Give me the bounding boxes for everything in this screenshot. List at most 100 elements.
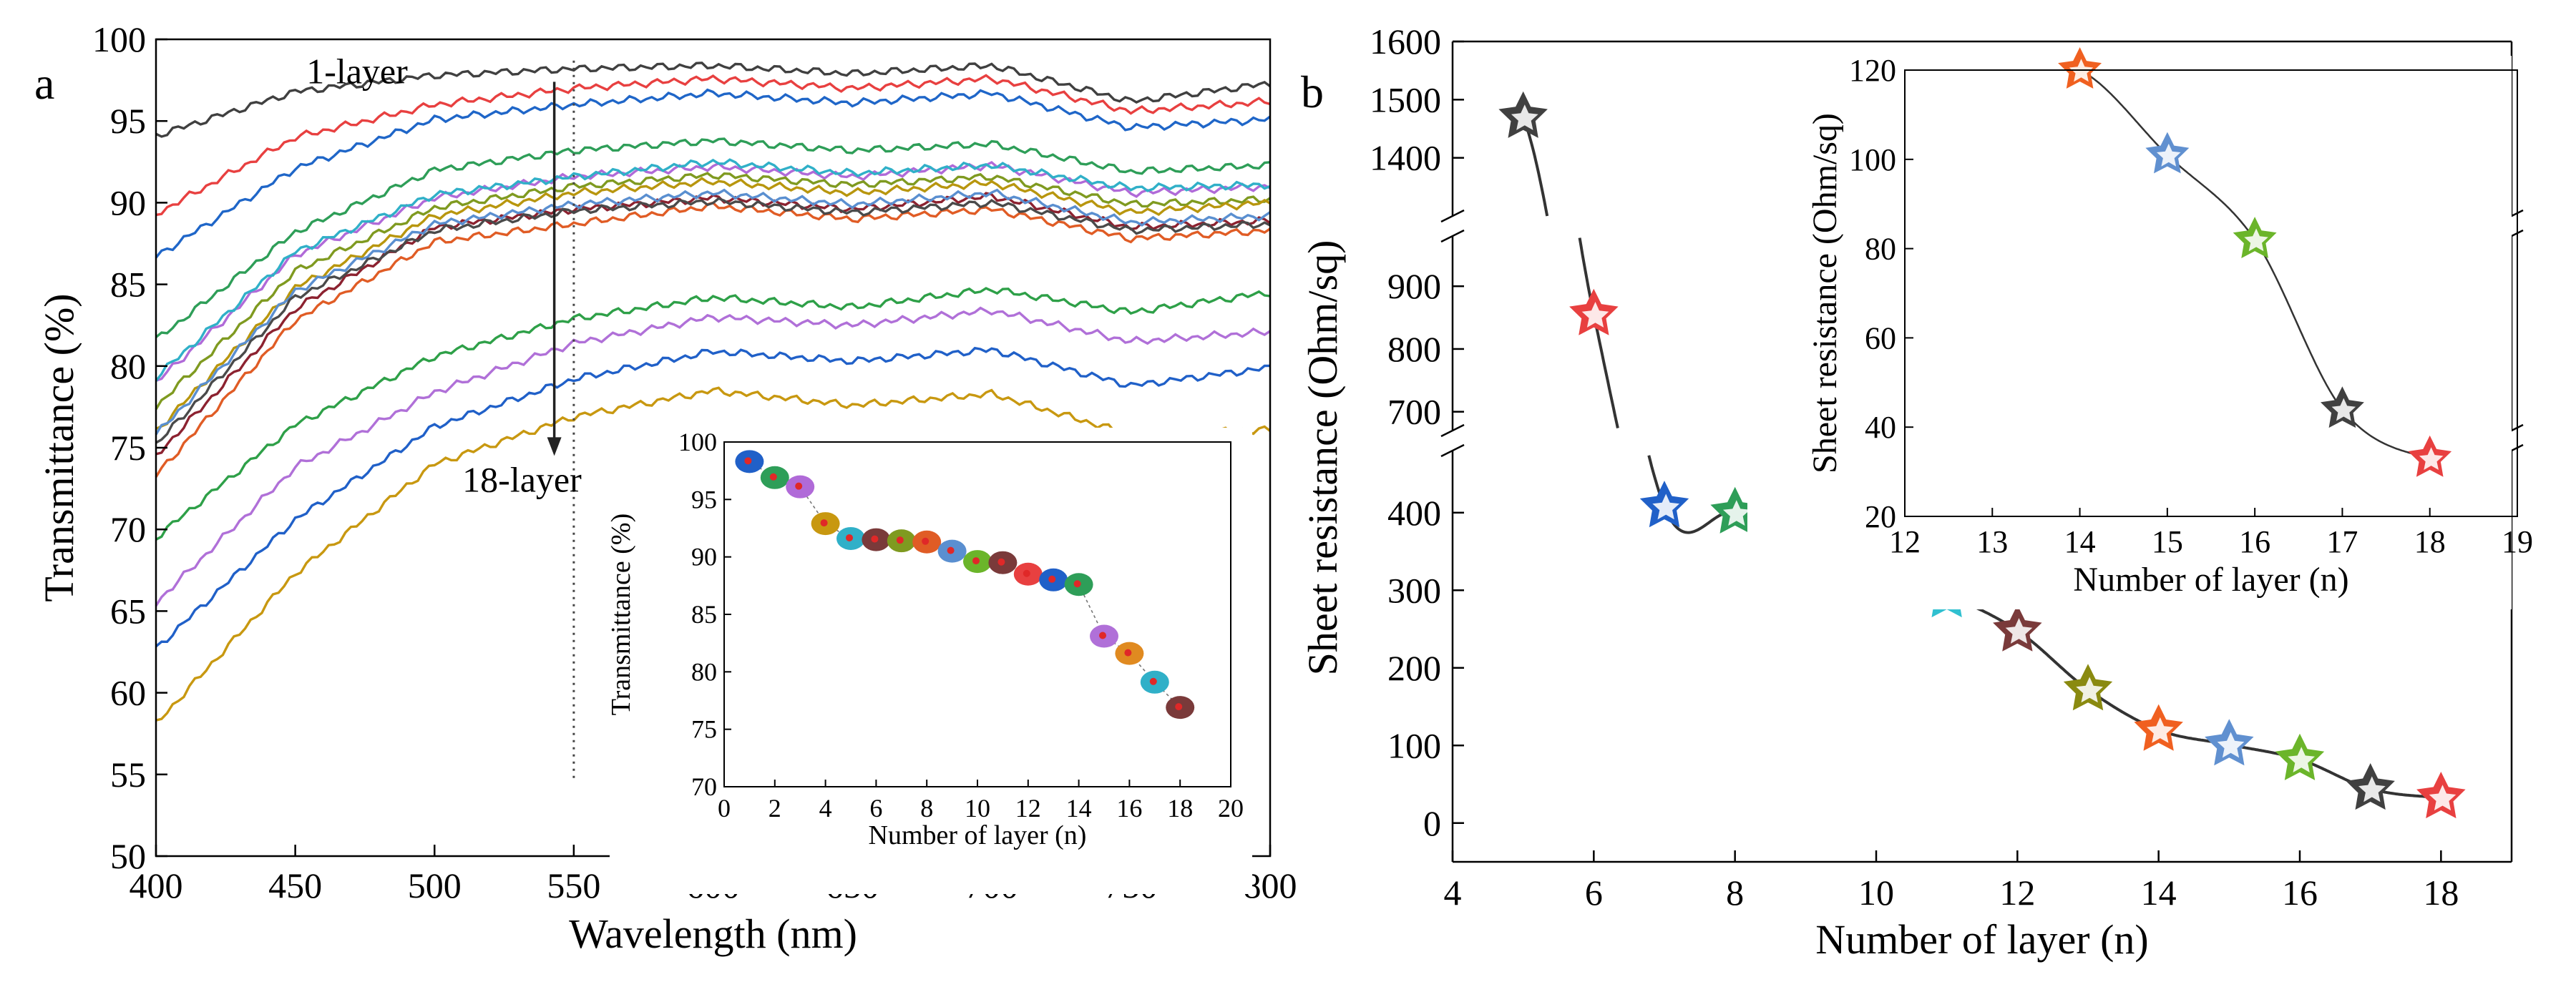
panel-b-label: b xyxy=(1301,67,1324,117)
x-tick-label: 550 xyxy=(547,865,600,905)
inset-b-x-tick-label: 19 xyxy=(2502,524,2533,559)
y-tick-label: 200 xyxy=(1387,648,1441,688)
y-tick-label: 100 xyxy=(1387,725,1441,765)
panel-b-star-point xyxy=(1993,604,2042,652)
inset-a-point xyxy=(1166,696,1195,720)
x-tick-label: 16 xyxy=(2282,873,2318,913)
panel-a-inset: 0 2 4 6 8 10 12 14 16 18 20 70 75 80 85 90 95 100 Number … xyxy=(606,428,1252,894)
y-tick-label: 75 xyxy=(110,428,146,468)
panel-b-star-point-highlight xyxy=(1723,500,1750,526)
inset-a-point-core xyxy=(1023,569,1030,577)
x-tick-label: 6 xyxy=(1585,873,1603,913)
inset-b-y-tick-label: 100 xyxy=(1849,142,1896,177)
panel-b-star-point-highlight xyxy=(2217,732,2245,758)
panel-b-x-axis-label: Number of layer (n) xyxy=(1815,916,2148,963)
y-tick-label: 65 xyxy=(110,591,146,631)
y-tick-label: 1500 xyxy=(1370,79,1441,119)
inset-b-star-point-highlight xyxy=(2331,398,2356,421)
inset-b-x-tick-label: 13 xyxy=(1976,524,2008,559)
y-tick-label: 700 xyxy=(1387,392,1441,432)
panel-b-star-point xyxy=(2205,719,2254,766)
y-tick-label: 300 xyxy=(1387,570,1441,610)
series-line-14 xyxy=(155,306,1271,607)
inset-b-y-tick-label: 60 xyxy=(1865,320,1896,355)
axis-break-mark xyxy=(1440,229,1465,243)
series-line-4 xyxy=(155,137,1271,338)
inset-a-y-tick-label: 90 xyxy=(691,543,717,571)
inset-a-point-core xyxy=(1073,580,1081,588)
inset-b-x-tick-label: 16 xyxy=(2239,524,2270,559)
y-tick-label: 0 xyxy=(1423,803,1441,843)
panel-a: a 1-layer 18-layer 400450500550600650700… xyxy=(34,19,1297,957)
series-line-1 xyxy=(155,62,1272,138)
inset-a-point xyxy=(811,512,840,536)
inset-a-point xyxy=(836,526,865,550)
inset-a-point-core xyxy=(1048,575,1056,583)
panel-a-series xyxy=(155,62,1272,722)
inset-b-y-tick-label: 40 xyxy=(1865,410,1896,445)
inset-b-axes: 12 13 14 15 16 17 18 19 20 40 60 80 100 120 xyxy=(1849,53,2533,559)
annotation-18-layer: 18-layer xyxy=(462,460,582,500)
inset-a-point-core xyxy=(997,558,1005,566)
x-tick-label: 12 xyxy=(1999,873,2035,913)
series-line-5 xyxy=(155,160,1271,382)
series-line-7 xyxy=(155,172,1271,411)
inset-a-background xyxy=(610,428,1252,894)
panel-b-star-point-highlight xyxy=(2288,747,2315,772)
inset-a-x-tick-label: 12 xyxy=(1015,794,1041,822)
panel-a-label: a xyxy=(34,58,54,109)
y-tick-label: 90 xyxy=(110,182,146,222)
panel-b-star-point xyxy=(2416,772,2466,819)
inset-a-x-axis-label: Number of layer (n) xyxy=(869,820,1087,850)
inset-a-x-tick-label: 0 xyxy=(718,794,731,822)
series-line-3 xyxy=(155,88,1272,259)
panel-b-star-point-highlight xyxy=(1652,494,1679,520)
inset-a-point xyxy=(862,528,891,551)
inset-a-y-tick-label: 80 xyxy=(691,657,717,686)
x-tick-label: 14 xyxy=(2141,873,2177,913)
panel-b-axes: 1400 1500 1600 700 800 900 0 100 200 300 400 4 6 8 10 1… xyxy=(1370,21,2524,913)
inset-a-y-tick-label: 95 xyxy=(691,485,717,514)
series-line-11 xyxy=(155,188,1271,436)
panel-b-star-point xyxy=(2134,704,2183,751)
inset-b-star-point xyxy=(2321,386,2364,428)
inset-a-x-tick-label: 18 xyxy=(1167,794,1193,822)
inset-b-y-axis-label: Sheet resistance (Ohm/sq) xyxy=(1806,113,1844,473)
inset-b-y-tick-label: 120 xyxy=(1849,53,1896,88)
series-line-8 xyxy=(155,177,1271,431)
inset-a-point xyxy=(937,539,967,563)
inset-a-x-tick-label: 2 xyxy=(769,794,781,822)
panel-b-star-point-highlight xyxy=(2358,776,2386,802)
panel-b-star-point xyxy=(2275,733,2325,780)
inset-b-background xyxy=(1747,56,2512,609)
inset-a-x-tick-label: 16 xyxy=(1116,794,1142,822)
axis-break-mark xyxy=(1440,209,1465,223)
y-tick-label: 1400 xyxy=(1370,138,1441,178)
inset-a-point-core xyxy=(947,546,955,554)
inset-a-point xyxy=(1115,642,1144,665)
inset-b-y-tick-label: 20 xyxy=(1865,499,1896,534)
inset-b-x-tick-label: 14 xyxy=(2064,524,2096,559)
inset-a-point-core xyxy=(769,473,777,481)
series-line-15 xyxy=(155,346,1271,648)
inset-a-point-core xyxy=(871,535,879,543)
inset-a-point-core xyxy=(896,536,904,544)
x-tick-label: 18 xyxy=(2423,873,2459,913)
inset-a-point xyxy=(988,551,1018,574)
inset-b-star-point xyxy=(2145,132,2190,174)
inset-b-star-point xyxy=(2408,435,2452,477)
inset-a-point xyxy=(735,450,764,473)
inset-a-point xyxy=(786,475,815,499)
inset-a-point-core xyxy=(1099,632,1106,639)
inset-a-x-tick-label: 14 xyxy=(1066,794,1092,822)
inset-a-x-tick-label: 8 xyxy=(920,794,933,822)
inset-b-star-point-highlight xyxy=(2157,143,2181,167)
panel-b-star-point-highlight xyxy=(1511,104,1538,130)
y-tick-label: 800 xyxy=(1387,329,1441,369)
panel-a-x-axis-label: Wavelength (nm) xyxy=(569,910,857,957)
x-tick-label: 500 xyxy=(408,865,462,905)
inset-b-x-tick-label: 18 xyxy=(2414,524,2446,559)
panel-b-star-point xyxy=(1569,288,1619,335)
inset-b-y-tick-label: 80 xyxy=(1865,232,1896,267)
